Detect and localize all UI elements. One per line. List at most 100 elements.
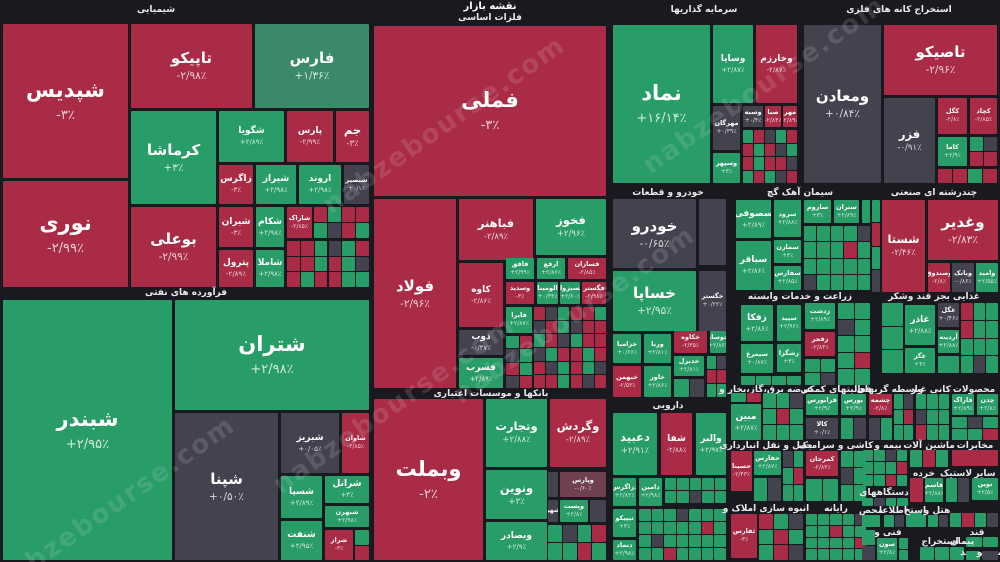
mini-tile[interactable] [506,336,519,349]
mini-tile[interactable] [869,418,880,440]
mini-tile[interactable] [328,207,341,222]
mini-tile[interactable] [817,274,830,290]
mini-tile[interactable] [314,272,328,287]
stock-tile[interactable]: سباقر +۲/۸۶٪ [736,241,771,290]
mini-tile[interactable] [701,509,714,521]
mini-tile[interactable] [986,320,998,338]
mini-tile[interactable] [639,509,651,521]
mini-tile[interactable] [896,474,907,486]
mini-tile[interactable] [546,348,558,361]
mini-tile[interactable] [968,169,982,183]
mini-tile[interactable] [776,170,786,183]
stock-tile[interactable]: شپنا +۰/۵۰٪ [175,413,278,560]
mini-tile[interactable] [689,535,701,547]
stock-tile[interactable]: وبصادر +۲/۹٪ [486,522,547,560]
mini-tile[interactable] [838,303,854,319]
mini-tile[interactable] [854,537,866,549]
mini-tile[interactable] [830,226,844,242]
mini-tile[interactable] [765,170,775,183]
mini-tile[interactable] [548,472,558,497]
mini-tile[interactable] [534,320,546,334]
mini-tile[interactable] [896,462,907,474]
mini-tile[interactable] [818,514,830,525]
mini-tile[interactable] [689,548,701,560]
mini-tile[interactable] [899,549,908,560]
mini-tile[interactable] [854,319,870,336]
mini-tile[interactable] [857,242,870,258]
mini-tile[interactable] [830,549,842,560]
mini-tile[interactable] [984,137,997,151]
stock-tile[interactable]: شاراک -۲/۸۵٪ [287,207,312,238]
mini-tile[interactable] [355,545,369,560]
stock-tile[interactable]: مبین +۲/۸۷٪ [731,404,761,440]
mini-tile[interactable] [897,498,908,506]
mini-tile[interactable] [910,478,923,502]
stock-tile[interactable]: خاور +۲/۸۶٪ [644,366,671,397]
mini-tile[interactable] [873,498,885,506]
mini-tile[interactable] [817,258,830,274]
mini-tile[interactable] [759,529,773,545]
stock-tile[interactable]: شپدیس -۳٪ [3,24,128,178]
mini-tile[interactable] [677,478,689,490]
mini-tile[interactable] [506,362,519,375]
mini-tile[interactable] [674,379,689,397]
mini-tile[interactable] [952,417,967,428]
mini-tile[interactable] [874,474,885,486]
mini-tile[interactable] [938,409,949,425]
mini-tile[interactable] [872,269,880,292]
stock-tile[interactable]: شفا -۲/۸۸٪ [661,413,692,475]
stock-tile[interactable]: والبر +۲/۹۷٪ [696,413,726,475]
mini-tile[interactable] [776,393,790,408]
stock-tile[interactable]: شکام +۲/۹۸٪ [256,207,284,247]
mini-tile[interactable] [314,256,328,272]
mini-tile[interactable] [842,549,854,560]
stock-tile[interactable]: وپست +۲/۸٪ [560,500,588,522]
stock-tile[interactable]: خساپا +۲/۹۵٪ [613,271,696,331]
stock-tile[interactable]: تاصیکو -۲/۹۶٪ [884,25,997,95]
mini-tile[interactable] [806,525,818,537]
mini-tile[interactable] [938,169,952,183]
mini-tile[interactable] [938,425,949,440]
stock-tile[interactable]: شیران -۳٪ [219,207,253,247]
mini-tile[interactable] [872,223,880,246]
mini-tile[interactable] [790,409,803,424]
stock-tile[interactable]: سون +۲/۸٪ [877,538,897,560]
mini-tile[interactable] [916,425,927,440]
mini-tile[interactable] [582,307,594,320]
mini-tile[interactable] [885,462,896,474]
mini-tile[interactable] [793,451,803,467]
mini-tile[interactable] [830,525,842,537]
mini-tile[interactable] [570,375,582,388]
stock-tile[interactable]: فولاد -۲/۹۶٪ [374,199,456,388]
mini-tile[interactable] [854,485,866,501]
mini-tile[interactable] [841,418,853,439]
stock-tile[interactable]: کرماشا +۳٪ [131,111,216,204]
mini-tile[interactable] [950,513,962,527]
mini-tile[interactable] [287,256,300,272]
mini-tile[interactable] [854,352,870,369]
mini-tile[interactable] [970,137,983,151]
mini-tile[interactable] [702,491,714,503]
stock-tile[interactable] [862,200,870,223]
mini-tile[interactable] [982,537,998,547]
mini-tile[interactable] [356,256,369,272]
mini-tile[interactable] [774,514,788,529]
stock-tile[interactable]: سیمرغ +۰/۸۷٪ [741,344,773,373]
stock-tile[interactable]: فگستر -۲/۹۸٪ [582,282,606,304]
mini-tile[interactable] [783,468,793,484]
stock-tile[interactable]: ثفارس -۳٪ [731,514,757,558]
stock-tile[interactable]: ذوب -۰/۴۷٪ [459,330,503,355]
mini-tile[interactable] [519,349,532,362]
mini-tile[interactable] [546,361,558,375]
mini-tile[interactable] [689,522,701,534]
stock-tile[interactable]: اروند +۲/۹۸٪ [299,165,341,204]
stock-tile[interactable]: شسپا +۲/۸۹٪ [281,476,322,518]
mini-tile[interactable] [936,450,948,467]
mini-tile[interactable] [756,376,771,385]
mini-tile[interactable] [774,529,788,545]
stock-tile[interactable]: وسپهر +۳٪ [713,153,740,183]
mini-tile[interactable] [582,320,594,334]
mini-tile[interactable] [776,130,786,143]
mini-tile[interactable] [986,356,998,373]
mini-tile[interactable] [967,417,983,428]
